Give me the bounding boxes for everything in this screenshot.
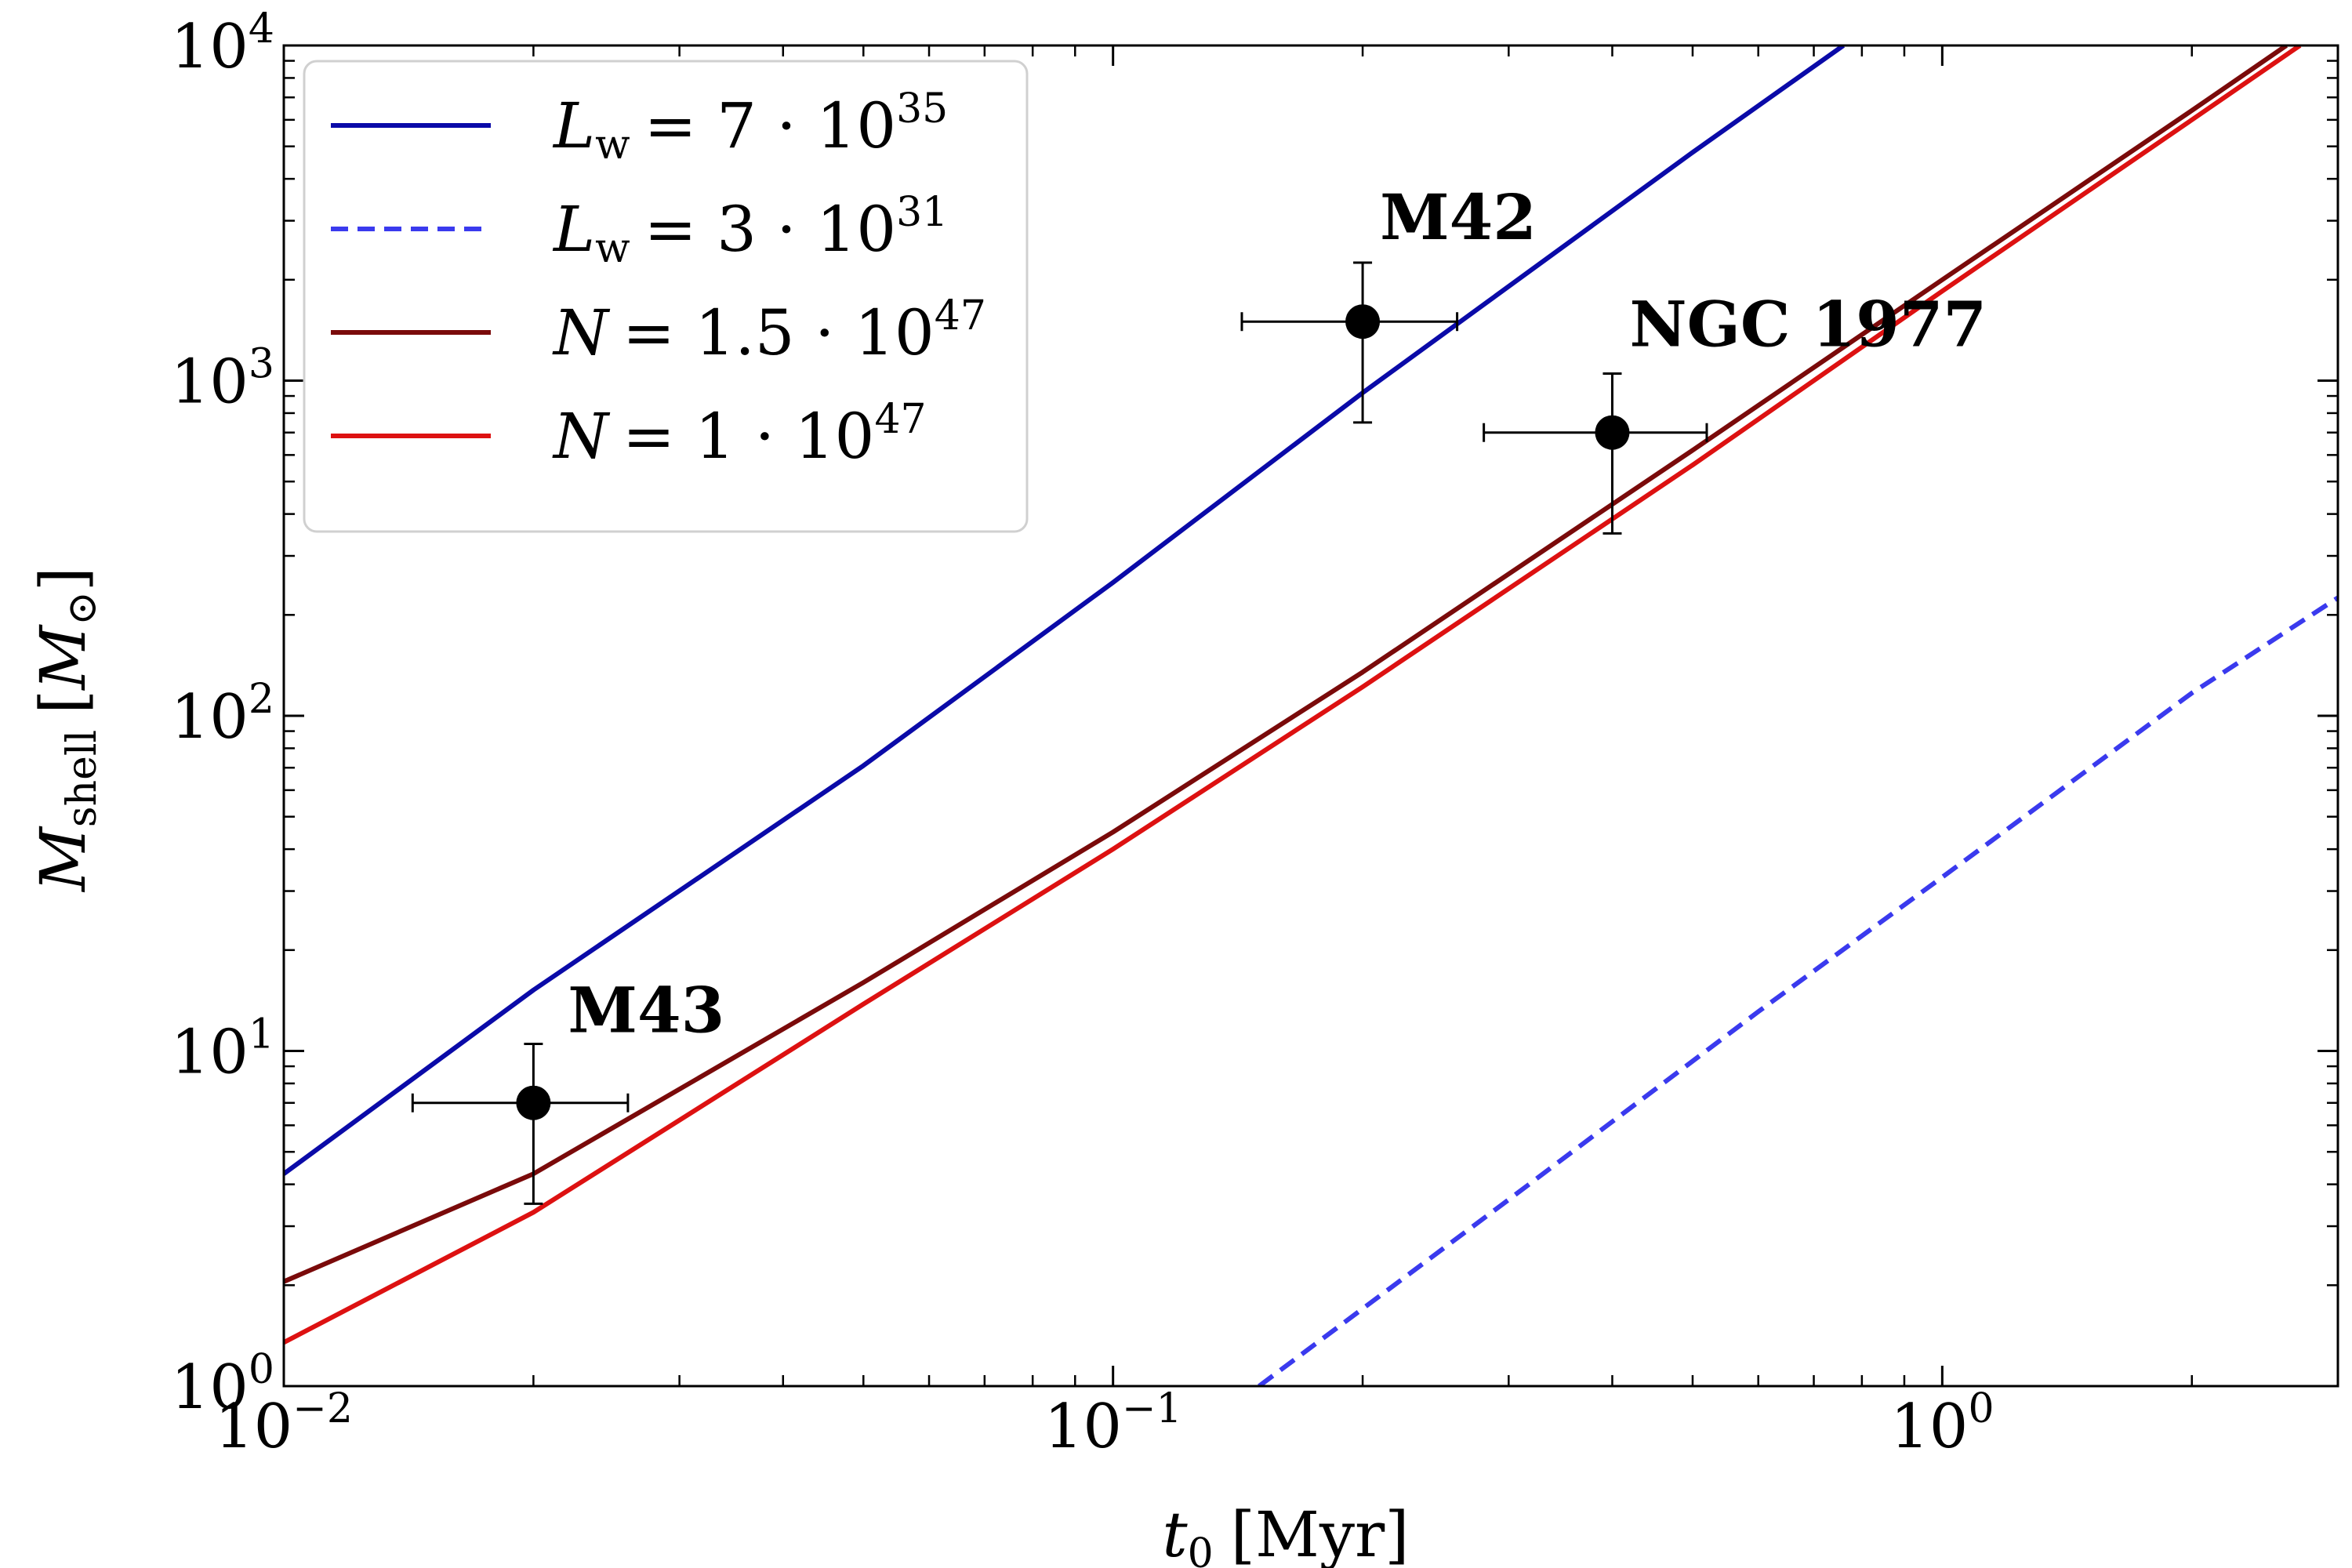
legend: Lw = 7 · 1035 Lw = 3 · 1031 N = 1.5 · 1047 N = … — [303, 60, 1029, 533]
series-line-1 — [284, 45, 1846, 1176]
legend-label: Lw = 7 · 1035 — [552, 85, 948, 169]
data-point-m43: M43 — [411, 974, 724, 1205]
data-marker — [516, 1085, 551, 1120]
annotation-label: NGC 1977 — [1629, 288, 1987, 361]
legend-entry-4: N = 1 · 1047 — [331, 396, 927, 473]
series-line-3 — [284, 45, 2288, 1284]
data-marker — [1595, 415, 1630, 450]
annotation-label: M42 — [1380, 180, 1537, 254]
x-tick-label: 10−1 — [1044, 1385, 1182, 1462]
y-tick-label: 104 — [171, 5, 274, 82]
legend-entry-2: Lw = 3 · 1031 — [331, 189, 948, 272]
legend-label: N = 1.5 · 1047 — [552, 292, 986, 369]
y-tick-label: 103 — [171, 341, 274, 418]
legend-entry-1: Lw = 7 · 1035 — [331, 85, 948, 169]
legend-label: N = 1 · 1047 — [552, 396, 927, 473]
data-point-m42: M42 — [1240, 180, 1537, 424]
x-tick-label: 100 — [1890, 1385, 1994, 1462]
legend-entry-3: N = 1.5 · 1047 — [331, 292, 986, 369]
y-tick-label: 102 — [171, 676, 274, 753]
legend-label: Lw = 3 · 1031 — [552, 189, 948, 272]
x-axis-label: t0 [Myr] — [1162, 1498, 1409, 1568]
data-points-layer: M43 M42 NGC 1977 — [411, 180, 1987, 1205]
y-axis-label: Mshell[M⊙] — [27, 567, 106, 893]
annotation-label: M43 — [568, 974, 724, 1047]
data-marker — [1345, 304, 1381, 339]
legend-box — [303, 60, 1029, 533]
ticks-layer: 10−2 10−1 100 100 101 102 103 104 — [171, 5, 2339, 1462]
y-tick-label: 101 — [171, 1011, 274, 1088]
y-tick-label: 100 — [171, 1346, 274, 1423]
series-line-4 — [284, 45, 2302, 1345]
x-tick-label: 10−2 — [215, 1385, 353, 1462]
data-point-ngc-1977: NGC 1977 — [1483, 288, 1987, 535]
plot-frame — [282, 44, 2339, 1388]
series-layer — [284, 45, 2338, 1386]
